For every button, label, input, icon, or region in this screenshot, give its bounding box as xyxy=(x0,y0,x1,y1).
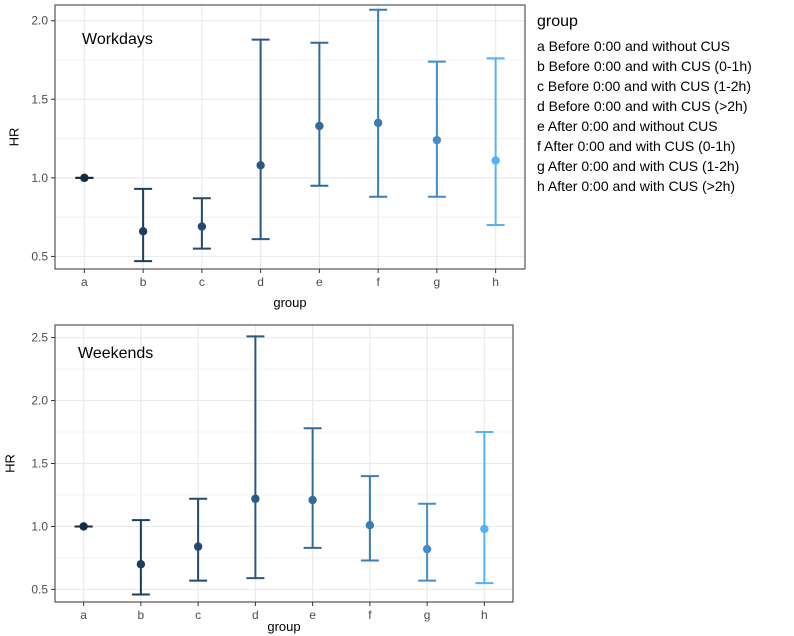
workdays-point-c xyxy=(197,222,207,231)
weekends-point-h xyxy=(480,524,489,534)
legend-title: group xyxy=(537,13,578,30)
weekends-x-ticks: a b c d e f g h xyxy=(80,602,488,622)
workdays-y-tick-label: 2.0 xyxy=(31,14,48,28)
workdays-y-tick-label: 0.5 xyxy=(31,249,48,263)
workdays-x-tick-label-c: c xyxy=(199,275,205,289)
legend-item-f: f After 0:00 and with CUS (0-1h) xyxy=(537,138,735,154)
workdays-x-tick-label-g: g xyxy=(434,275,441,289)
workdays-errorbar-b xyxy=(134,187,153,263)
weekends-point-a xyxy=(79,522,88,531)
workdays-error-bars xyxy=(75,8,505,263)
workdays-y-ticks: 0.5 1.0 1.5 2.0 xyxy=(31,14,55,263)
weekends-y-tick-label: 2.0 xyxy=(31,394,48,408)
weekends-y-tick-label: 2.5 xyxy=(31,331,48,345)
workdays-point-b xyxy=(138,227,148,236)
workdays-point-h xyxy=(491,156,500,165)
legend-item-e: e After 0:00 and without CUS xyxy=(537,118,718,134)
weekends-point-d xyxy=(251,494,260,503)
weekends-point-c xyxy=(193,542,203,551)
weekends-errorbar-c xyxy=(189,497,208,582)
weekends-errorbar-h xyxy=(475,431,494,585)
weekends-error-bars xyxy=(74,335,494,596)
weekends-x-tick-label-c: c xyxy=(195,608,201,622)
weekends-x-tick-label-b: b xyxy=(138,608,145,622)
workdays-x-ticks: a b c d e f g h xyxy=(81,269,499,289)
workdays-panel-label: Workdays xyxy=(82,31,153,48)
weekends-x-tick-label-e: e xyxy=(309,608,316,622)
workdays-x-tick-label-e: e xyxy=(316,275,323,289)
workdays-x-tick-label-d: d xyxy=(257,275,264,289)
legend: group a Before 0:00 and without CUS b Be… xyxy=(537,13,752,194)
weekends-errorbar-f xyxy=(360,475,379,562)
weekends-y-tick-label: 1.5 xyxy=(31,457,48,471)
workdays-points xyxy=(80,118,500,236)
workdays-y-tick-label: 1.5 xyxy=(31,92,48,106)
legend-item-a: a Before 0:00 and without CUS xyxy=(537,38,730,54)
workdays-x-tick-label-a: a xyxy=(81,275,88,289)
weekends-x-tick-label-a: a xyxy=(80,608,87,622)
legend-item-h: h After 0:00 and with CUS (>2h) xyxy=(537,178,735,194)
weekends-errorbar-d xyxy=(246,335,265,580)
weekends-y-tick-label: 0.5 xyxy=(31,582,48,596)
workdays-point-f xyxy=(373,118,383,128)
weekends-x-tick-label-g: g xyxy=(424,608,431,622)
workdays-x-tick-label-b: b xyxy=(140,275,147,289)
weekends-y-tick-label: 1.0 xyxy=(31,519,48,533)
legend-item-b: b Before 0:00 and with CUS (0-1h) xyxy=(537,58,752,74)
weekends-points xyxy=(79,494,489,569)
workdays-x-axis-title: group xyxy=(273,295,306,310)
workdays-errorbar-g xyxy=(427,60,446,198)
weekends-x-tick-label-d: d xyxy=(252,608,259,622)
workdays-x-tick-label-f: f xyxy=(376,275,380,289)
workdays-point-e xyxy=(315,121,324,131)
workdays-x-tick-label-h: h xyxy=(492,275,499,289)
weekends-x-axis-title: group xyxy=(267,619,300,634)
workdays-errorbar-h xyxy=(486,57,505,226)
legend-item-c: c Before 0:00 and with CUS (1-2h) xyxy=(537,78,751,94)
weekends-point-g xyxy=(422,544,432,554)
weekends-point-f xyxy=(365,520,375,530)
weekends-grid xyxy=(55,325,513,602)
weekends-errorbar-e xyxy=(303,427,322,549)
workdays-panel: 0.5 1.0 1.5 2.0 a b c d e f g h Workdays group HR xyxy=(6,4,526,310)
weekends-point-e xyxy=(308,495,317,505)
legend-item-g: g After 0:00 and with CUS (1-2h) xyxy=(537,158,739,174)
weekends-y-ticks: 0.5 1.0 1.5 2.0 2.5 xyxy=(31,331,55,596)
workdays-panel-border xyxy=(54,4,526,270)
workdays-errorbar-d xyxy=(251,38,270,241)
weekends-point-b xyxy=(136,560,146,569)
weekends-x-tick-label-h: h xyxy=(481,608,488,622)
weekends-x-tick-label-f: f xyxy=(368,608,372,622)
workdays-y-axis-title: HR xyxy=(6,128,21,147)
weekends-errorbar-b xyxy=(131,519,150,596)
weekends-panel-label: Weekends xyxy=(78,345,153,362)
workdays-point-a xyxy=(80,173,89,183)
weekends-y-axis-title: HR xyxy=(2,454,17,473)
weekends-errorbar-g xyxy=(418,502,437,582)
legend-item-d: d Before 0:00 and with CUS (>2h) xyxy=(537,98,748,114)
workdays-errorbar-f xyxy=(369,8,388,198)
workdays-y-tick-label: 1.0 xyxy=(31,171,48,185)
workdays-point-d xyxy=(256,161,265,170)
workdays-point-g xyxy=(432,135,442,145)
workdays-errorbar-e xyxy=(310,41,329,187)
